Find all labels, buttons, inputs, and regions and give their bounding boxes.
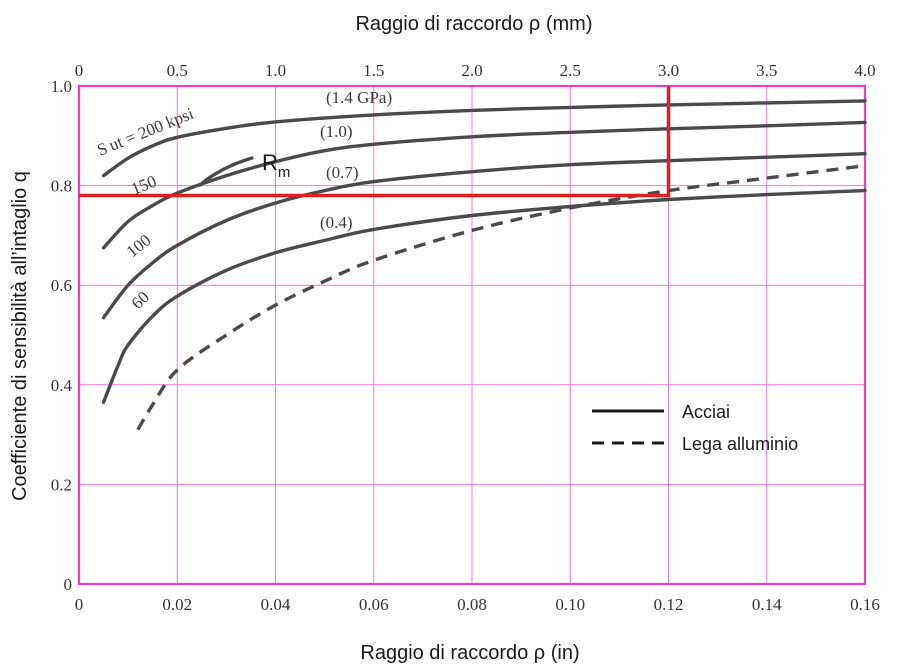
x-tick-label-top: 3.5 <box>756 61 777 80</box>
x-tick-label-bottom: 0.06 <box>359 595 389 614</box>
curve-150-kpsi <box>101 120 867 250</box>
legend: Acciai Lega alluminio <box>592 402 798 454</box>
curve-200-kpsi <box>101 99 867 178</box>
y-tick-label: 0.4 <box>51 376 73 395</box>
y-tick-label: 0 <box>64 575 73 594</box>
x-tick-label-top: 4.0 <box>854 61 875 80</box>
x-tick-label-top: 3.0 <box>658 61 679 80</box>
x-tick-label-bottom: 0.14 <box>752 595 782 614</box>
rm-label-main: R <box>262 150 278 175</box>
grid-lines <box>77 84 867 586</box>
x-tick-label-top: 0 <box>75 61 84 80</box>
x-tick-label-bottom: 0.08 <box>457 595 487 614</box>
x-tick-label-bottom: 0 <box>75 595 84 614</box>
x-tick-label-top: 1.0 <box>265 61 286 80</box>
rm-pointer-line <box>198 156 254 187</box>
label-200-kpsi: S ut = 200 kpsi <box>94 104 196 160</box>
x-tick-label-bottom: 0.16 <box>850 595 880 614</box>
axis-ticks: 0 0.02 0.04 0.06 0.08 0.10 0.12 0.14 0.16 0 0.5 1.0… <box>51 61 880 614</box>
rm-reading-lines <box>79 86 671 198</box>
x-tick-label-bottom: 0.10 <box>555 595 585 614</box>
rm-annotation: Rm <box>79 86 671 198</box>
plot-frame <box>77 84 867 586</box>
label-100-kpsi: 100 <box>123 230 155 261</box>
label-1-4-gpa: (1.4 GPa) <box>326 88 392 107</box>
curve-aluminum-alloy <box>136 164 866 431</box>
y-tick-label: 1.0 <box>51 77 72 96</box>
x-tick-label-bottom: 0.12 <box>654 595 684 614</box>
rm-label-sub: m <box>278 164 291 181</box>
legend-label-alluminio: Lega alluminio <box>682 434 798 454</box>
rm-label: Rm <box>262 150 290 181</box>
label-0-7-gpa: (0.7) <box>326 163 359 182</box>
label-0-4-gpa: (0.4) <box>320 213 353 232</box>
legend-label-acciai: Acciai <box>682 402 730 422</box>
x-tick-label-bottom: 0.04 <box>261 595 291 614</box>
x-tick-label-top: 2.0 <box>461 61 482 80</box>
data-series <box>101 99 867 431</box>
x-tick-label-top: 0.5 <box>167 61 188 80</box>
series-labels: S ut = 200 kpsi(1.4 GPa)150(1.0)100(0.7)… <box>94 88 392 313</box>
bottom-axis-title: Raggio di raccordo ρ (in) <box>360 642 579 664</box>
curve-60-kpsi <box>101 188 867 404</box>
top-axis-title: Raggio di raccordo ρ (mm) <box>355 13 592 35</box>
curve-100-kpsi <box>101 152 867 320</box>
label-60-kpsi: 60 <box>128 287 153 312</box>
x-tick-label-bottom: 0.02 <box>162 595 192 614</box>
y-axis-title: Coefficiente di sensibilità all’intaglio… <box>9 171 31 501</box>
label-1-0-gpa: (1.0) <box>320 122 353 141</box>
y-tick-label: 0.2 <box>51 475 72 494</box>
y-tick-label: 0.6 <box>51 276 72 295</box>
y-tick-label: 0.8 <box>51 177 72 196</box>
x-tick-label-top: 1.5 <box>363 61 384 80</box>
x-tick-label-top: 2.5 <box>560 61 581 80</box>
